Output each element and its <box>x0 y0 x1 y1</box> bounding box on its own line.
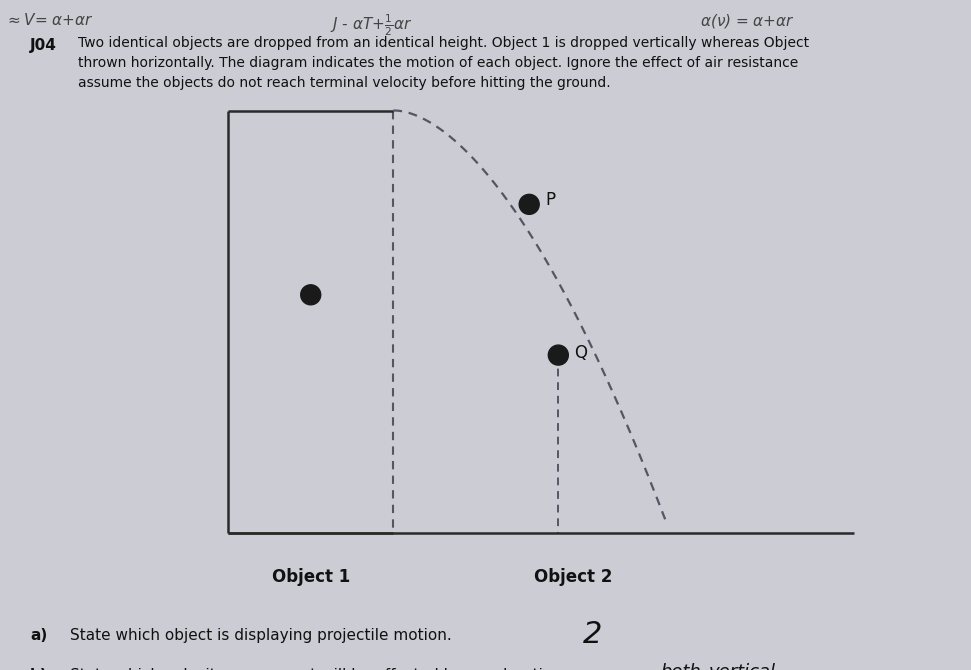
Text: P: P <box>545 192 555 209</box>
Text: b): b) <box>30 667 48 670</box>
Circle shape <box>549 345 568 365</box>
Text: $\approx$V= $\alpha$+$\alpha$r: $\approx$V= $\alpha$+$\alpha$r <box>5 12 94 28</box>
Circle shape <box>301 285 320 305</box>
Text: J04: J04 <box>30 38 57 53</box>
Text: Object 1: Object 1 <box>272 567 350 586</box>
Text: Q: Q <box>574 344 587 362</box>
Text: J - $\alpha$T+$\frac{1}{2}\alpha$r: J - $\alpha$T+$\frac{1}{2}\alpha$r <box>330 12 412 38</box>
Text: thrown horizontally. The diagram indicates the motion of each object. Ignore the: thrown horizontally. The diagram indicat… <box>78 56 798 70</box>
Text: Two identical objects are dropped from an identical height. Object 1 is dropped : Two identical objects are dropped from a… <box>78 36 809 50</box>
Circle shape <box>519 194 539 214</box>
Text: vertical: vertical <box>708 663 775 670</box>
Text: a): a) <box>30 628 48 643</box>
Text: $\alpha$($\nu$) = $\alpha$+$\alpha$r: $\alpha$($\nu$) = $\alpha$+$\alpha$r <box>700 12 795 30</box>
Text: assume the objects do not reach terminal velocity before hitting the ground.: assume the objects do not reach terminal… <box>78 76 611 90</box>
Text: Object 2: Object 2 <box>534 567 612 586</box>
Text: 2: 2 <box>583 620 602 649</box>
Text: both: both <box>660 663 701 670</box>
Text: State which velocity component will be affected by acceleration.: State which velocity component will be a… <box>70 667 567 670</box>
Text: State which object is displaying projectile motion.: State which object is displaying project… <box>70 628 452 643</box>
